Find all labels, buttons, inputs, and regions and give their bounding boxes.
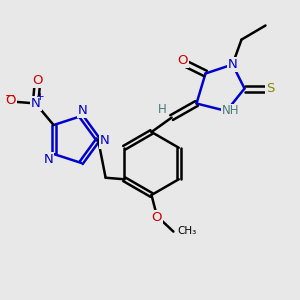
Text: H: H: [158, 103, 167, 116]
Text: O: O: [5, 94, 16, 107]
Text: −: −: [4, 90, 15, 103]
Text: NH: NH: [222, 104, 240, 118]
Text: N: N: [228, 58, 237, 71]
Text: O: O: [152, 211, 162, 224]
Text: O: O: [32, 74, 42, 87]
Text: N: N: [78, 103, 88, 117]
Text: CH₃: CH₃: [177, 226, 196, 236]
Text: +: +: [35, 92, 44, 102]
Text: N: N: [100, 134, 110, 148]
Text: N: N: [31, 97, 40, 110]
Text: O: O: [178, 54, 188, 68]
Text: S: S: [266, 82, 274, 95]
Text: N: N: [43, 153, 53, 166]
